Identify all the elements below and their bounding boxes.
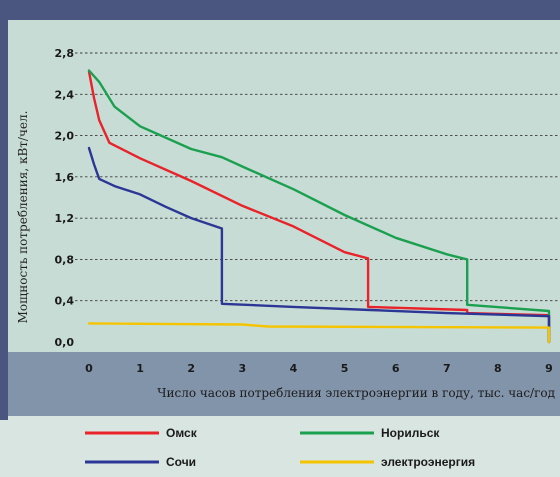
series-lines bbox=[87, 69, 551, 344]
y-tick-label: 2,8 bbox=[55, 47, 75, 60]
x-tick-label: 5 bbox=[341, 362, 349, 375]
x-tick-label: 0 bbox=[85, 362, 93, 375]
x-tick-label: 8 bbox=[494, 362, 502, 375]
x-axis-band bbox=[8, 352, 560, 416]
x-tick-label: 9 bbox=[545, 362, 553, 375]
y-tick-label: 2,0 bbox=[55, 130, 75, 143]
legend-label: Норильск bbox=[381, 426, 440, 440]
legend-item: Сочи bbox=[85, 455, 196, 469]
header-band bbox=[0, 0, 560, 20]
y-tick-labels: 0,0 0,4 0,8 1,2 1,6 2,0 2,4 2,8 bbox=[55, 47, 75, 349]
y-tick-label: 0,4 bbox=[55, 295, 75, 308]
x-tick-label: 6 bbox=[392, 362, 400, 375]
y-tick-label: 1,6 bbox=[55, 171, 75, 184]
legend: Омск Норильск Сочи электроэнергия bbox=[85, 426, 475, 469]
y-tick-label: 2,4 bbox=[55, 88, 75, 101]
gridlines bbox=[75, 52, 560, 302]
series-line-Омск bbox=[87, 70, 551, 344]
y-tick-label: 0,8 bbox=[55, 253, 75, 266]
left-frame bbox=[0, 0, 8, 420]
x-tick-labels: 0 1 2 3 4 5 6 7 8 9 bbox=[85, 362, 553, 375]
y-tick-label: 1,2 bbox=[55, 212, 75, 225]
y-tick-label: 0,0 bbox=[55, 336, 75, 349]
legend-label: Омск bbox=[166, 426, 198, 440]
legend-label: Сочи bbox=[166, 455, 196, 469]
x-tick-label: 4 bbox=[290, 362, 298, 375]
series-line-электроэнергия bbox=[87, 322, 551, 344]
x-tick-label: 2 bbox=[187, 362, 195, 375]
y-axis-panel bbox=[8, 20, 45, 352]
x-tick-label: 3 bbox=[239, 362, 247, 375]
x-tick-label: 7 bbox=[443, 362, 451, 375]
series-line-Норильск bbox=[87, 69, 551, 344]
series-line-Сочи bbox=[87, 146, 551, 344]
legend-item: Норильск bbox=[300, 426, 440, 440]
legend-item: Омск bbox=[85, 426, 198, 440]
x-tick-label: 1 bbox=[136, 362, 144, 375]
legend-item: электроэнергия bbox=[300, 455, 475, 469]
y-axis-label: Мощность потребления, кВт/чел. bbox=[16, 111, 30, 324]
x-axis-label: Число часов потребления электроэнергии в… bbox=[157, 386, 555, 400]
legend-label: электроэнергия bbox=[381, 455, 475, 469]
